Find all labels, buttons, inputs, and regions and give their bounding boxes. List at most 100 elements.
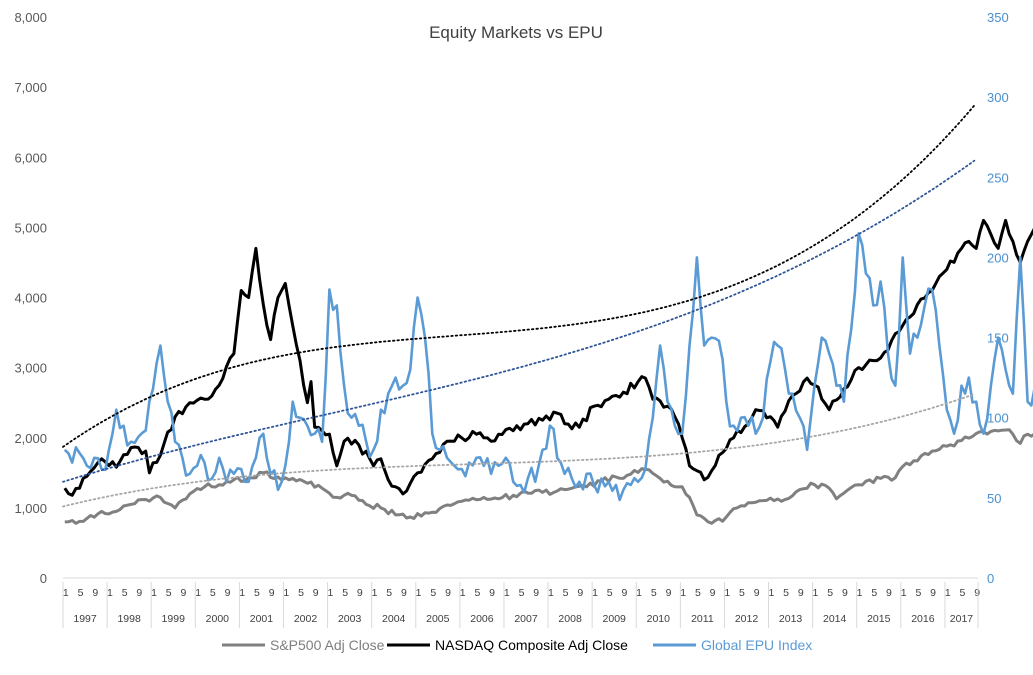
- series-line-epu: [63, 232, 1033, 502]
- x-month-tick-label: 1: [327, 587, 333, 599]
- x-month-tick-label: 5: [960, 587, 966, 599]
- y-right-tick-label: 100: [987, 411, 1009, 426]
- x-year-label: 2012: [735, 613, 759, 625]
- y-right-tick-label: 300: [987, 90, 1009, 105]
- x-month-tick-label: 5: [519, 587, 525, 599]
- x-month-tick-label: 1: [107, 587, 113, 599]
- y-left-tick-label: 5,000: [14, 220, 47, 235]
- x-year-label: 2002: [294, 613, 318, 625]
- x-month-tick-label: 9: [710, 587, 716, 599]
- x-year-label: 2009: [603, 613, 627, 625]
- x-month-tick-label: 1: [680, 587, 686, 599]
- x-month-tick-label: 5: [607, 587, 613, 599]
- x-year-label: 2015: [867, 613, 891, 625]
- plot-area: 0 1,000 2,000 3,000 4,000 5,000 6,000 7,000 8,00…: [14, 10, 1033, 628]
- x-month-tick-label: 1: [239, 587, 245, 599]
- x-month-tick-label: 9: [401, 587, 407, 599]
- x-month-tick-label: 5: [783, 587, 789, 599]
- x-month-tick-label: 5: [474, 587, 480, 599]
- y-left-tick-label: 4,000: [14, 291, 47, 306]
- legend-label-epu: Global EPU Index: [701, 637, 812, 653]
- y-left-tick-label: 3,000: [14, 361, 47, 376]
- x-month-tick-label: 1: [504, 587, 510, 599]
- x-month-tick-label: 1: [636, 587, 642, 599]
- x-month-tick-label: 5: [210, 587, 216, 599]
- x-month-tick-label: 1: [901, 587, 907, 599]
- trendline-nasdaq: [62, 104, 976, 448]
- legend-item-sp500[interactable]: S&P500 Adj Close: [222, 637, 385, 653]
- x-month-tick-label: 9: [313, 587, 319, 599]
- x-month-tick-label: 5: [871, 587, 877, 599]
- x-month-tick-label: 1: [724, 587, 730, 599]
- x-month-tick-label: 9: [621, 587, 627, 599]
- y-left-tick-label: 1,000: [14, 501, 47, 516]
- x-month-tick-label: 1: [548, 587, 554, 599]
- chart-title: Equity Markets vs EPU: [429, 23, 603, 42]
- x-year-label: 1998: [117, 613, 141, 625]
- x-year-label: 2003: [338, 613, 362, 625]
- x-month-tick-label: 1: [460, 587, 466, 599]
- x-year-label: 2017: [950, 613, 974, 625]
- x-month-tick-label: 9: [666, 587, 672, 599]
- y-right-tick-label: 50: [987, 491, 1001, 506]
- x-month-tick-label: 9: [577, 587, 583, 599]
- x-month-tick-label: 9: [930, 587, 936, 599]
- x-month-tick-label: 5: [78, 587, 84, 599]
- y-left-tick-label: 0: [40, 571, 47, 586]
- x-month-tick-label: 1: [768, 587, 774, 599]
- x-month-tick-label: 1: [283, 587, 289, 599]
- x-month-tick-label: 1: [151, 587, 157, 599]
- y-left-tick-label: 7,000: [14, 80, 47, 95]
- x-month-tick-label: 9: [181, 587, 187, 599]
- x-month-tick-label: 9: [445, 587, 451, 599]
- legend: S&P500 Adj Close NASDAQ Composite Adj Cl…: [222, 637, 812, 653]
- x-month-tick-label: 5: [386, 587, 392, 599]
- legend-item-nasdaq[interactable]: NASDAQ Composite Adj Close: [387, 637, 628, 653]
- x-month-tick-label: 1: [195, 587, 201, 599]
- x-month-tick-label: 9: [269, 587, 275, 599]
- x-month-tick-label: 1: [372, 587, 378, 599]
- x-year-label: 2006: [470, 613, 494, 625]
- x-year-label: 2004: [382, 613, 406, 625]
- x-month-tick-label: 9: [754, 587, 760, 599]
- trendline-sp500: [62, 393, 976, 508]
- x-month-tick-label: 9: [136, 587, 142, 599]
- legend-item-epu[interactable]: Global EPU Index: [653, 637, 812, 653]
- y-left-tick-label: 8,000: [14, 10, 47, 25]
- x-month-tick-label: 9: [798, 587, 804, 599]
- x-month-tick-label: 9: [886, 587, 892, 599]
- x-month-tick-label: 5: [739, 587, 745, 599]
- series-line-sp500: [64, 428, 1033, 525]
- x-year-label: 2011: [691, 613, 714, 625]
- x-month-tick-label: 5: [166, 587, 172, 599]
- x-month-tick-label: 5: [342, 587, 348, 599]
- x-month-tick-label: 5: [298, 587, 304, 599]
- x-month-tick-label: 9: [357, 587, 363, 599]
- x-year-label: 2008: [558, 613, 582, 625]
- x-month-tick-label: 5: [122, 587, 128, 599]
- x-year-label: 2005: [426, 613, 450, 625]
- x-month-tick-label: 5: [695, 587, 701, 599]
- x-year-label: 1997: [73, 613, 97, 625]
- x-month-tick-label: 1: [945, 587, 951, 599]
- y-right-tick-label: 200: [987, 250, 1009, 265]
- y-left-tick-label: 6,000: [14, 150, 47, 165]
- x-month-tick-label: 5: [651, 587, 657, 599]
- x-year-label: 2016: [911, 613, 935, 625]
- x-month-tick-label: 5: [915, 587, 921, 599]
- x-year-label: 2007: [514, 613, 538, 625]
- x-month-tick-label: 1: [813, 587, 819, 599]
- x-month-tick-label: 1: [857, 587, 863, 599]
- x-month-tick-label: 9: [533, 587, 539, 599]
- x-year-label: 2000: [206, 613, 230, 625]
- x-month-tick-label: 9: [489, 587, 495, 599]
- legend-label-sp500: S&P500 Adj Close: [270, 637, 385, 653]
- x-month-tick-label: 1: [63, 587, 69, 599]
- y-right-tick-label: 350: [987, 10, 1009, 25]
- x-month-tick-label: 9: [842, 587, 848, 599]
- x-month-tick-label: 5: [827, 587, 833, 599]
- x-month-tick-label: 1: [592, 587, 598, 599]
- x-month-tick-label: 9: [92, 587, 98, 599]
